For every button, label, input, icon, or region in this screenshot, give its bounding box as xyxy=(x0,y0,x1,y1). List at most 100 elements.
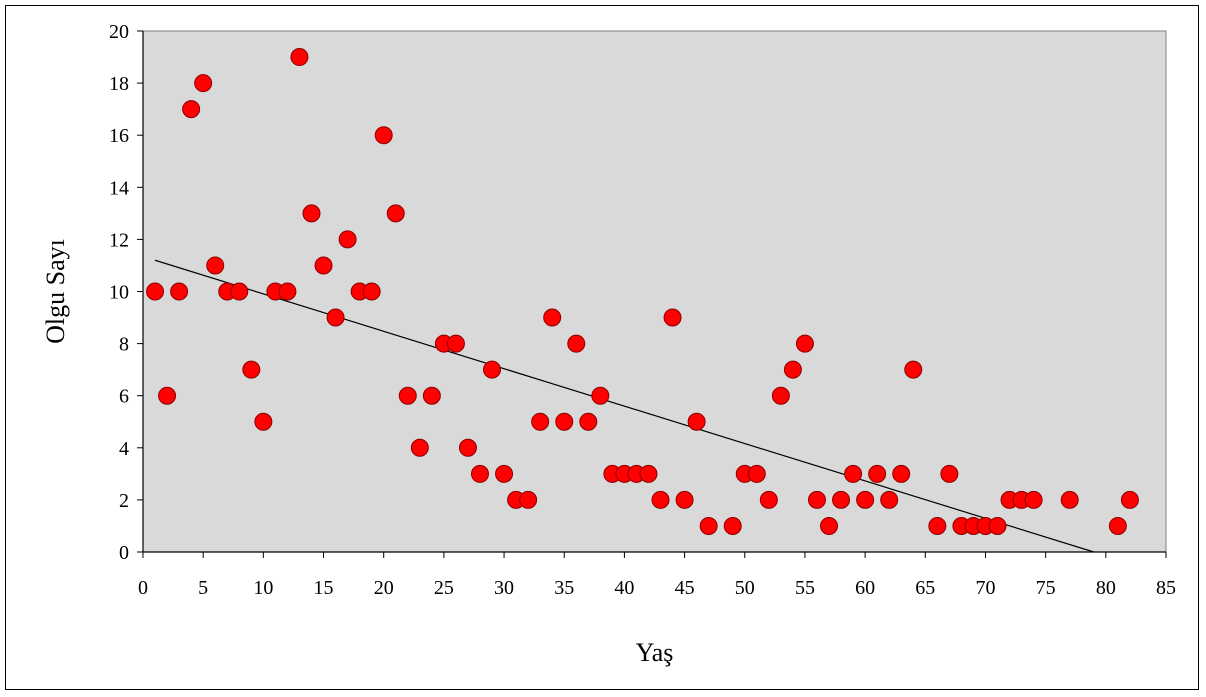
data-point xyxy=(928,516,947,535)
y-tick-label: 6 xyxy=(119,386,129,408)
data-point xyxy=(639,464,658,483)
x-tick-label: 20 xyxy=(374,577,394,599)
x-tick-label: 25 xyxy=(434,577,454,599)
data-point xyxy=(807,490,826,509)
data-point xyxy=(651,490,670,509)
data-point xyxy=(446,334,465,353)
x-tick-label: 85 xyxy=(1156,577,1176,599)
data-point xyxy=(519,490,538,509)
scatter-chart: 0 5 10 15 20 25 30 35 40 45 50 55 60 65 70 75 80 85 0 2 4 6 8 1… xyxy=(41,21,1176,667)
data-point xyxy=(194,74,213,93)
data-point xyxy=(904,360,923,379)
data-point xyxy=(158,386,177,405)
data-point xyxy=(771,386,790,405)
x-tick-label: 45 xyxy=(675,577,695,599)
data-point xyxy=(543,308,562,327)
data-point xyxy=(278,282,297,301)
x-tick-label: 50 xyxy=(735,577,755,599)
data-point xyxy=(567,334,586,353)
data-point xyxy=(458,438,477,457)
y-axis-title: Olgu Sayı xyxy=(41,239,70,344)
data-point xyxy=(302,204,321,223)
data-point xyxy=(832,490,851,509)
y-tick-label: 16 xyxy=(109,125,129,147)
data-point xyxy=(362,282,381,301)
y-tick-label: 2 xyxy=(119,490,129,512)
x-tick-label: 10 xyxy=(253,577,273,599)
chart-frame: 0 5 10 15 20 25 30 35 40 45 50 55 60 65 70 75 80 85 0 2 4 6 8 1… xyxy=(5,5,1199,690)
data-point xyxy=(880,490,899,509)
data-point xyxy=(663,308,682,327)
data-point xyxy=(170,282,189,301)
data-points xyxy=(146,48,1139,535)
data-point xyxy=(495,464,514,483)
data-point xyxy=(1120,490,1139,509)
x-tick-label: 35 xyxy=(554,577,574,599)
data-point xyxy=(290,48,309,67)
data-point xyxy=(386,204,405,223)
data-point xyxy=(868,464,887,483)
x-tick-label: 30 xyxy=(494,577,514,599)
plot-area xyxy=(142,30,1167,553)
axis-ticks xyxy=(137,30,1167,558)
x-tick-label: 65 xyxy=(915,577,935,599)
tick-labels: 0 5 10 15 20 25 30 35 40 45 50 55 60 65 70 75 80 85 0 2 4 6 8 1… xyxy=(109,21,1176,599)
y-tick-label: 0 xyxy=(119,542,129,564)
trendline xyxy=(154,259,1094,553)
data-point xyxy=(844,464,863,483)
data-point xyxy=(940,464,959,483)
data-point xyxy=(531,412,550,431)
data-point xyxy=(182,100,201,119)
data-point xyxy=(410,438,429,457)
y-tick-label: 4 xyxy=(119,438,129,460)
data-point xyxy=(422,386,441,405)
x-tick-label: 60 xyxy=(855,577,875,599)
data-point xyxy=(483,360,502,379)
data-point xyxy=(230,282,249,301)
x-tick-label: 40 xyxy=(614,577,634,599)
y-tick-label: 18 xyxy=(109,73,129,95)
x-tick-label: 80 xyxy=(1096,577,1116,599)
data-point xyxy=(579,412,598,431)
data-point xyxy=(1060,490,1079,509)
axes xyxy=(142,31,1166,553)
x-tick-label: 15 xyxy=(314,577,334,599)
x-tick-label: 5 xyxy=(198,577,208,599)
data-point xyxy=(206,256,225,275)
data-point xyxy=(591,386,610,405)
x-tick-label: 70 xyxy=(975,577,995,599)
data-point xyxy=(1108,516,1127,535)
data-point xyxy=(470,464,489,483)
data-point xyxy=(675,490,694,509)
data-point xyxy=(783,360,802,379)
data-point xyxy=(1024,490,1043,509)
y-tick-label: 20 xyxy=(109,21,129,43)
data-point xyxy=(759,490,778,509)
x-axis-title: Yaş xyxy=(636,638,674,667)
data-point xyxy=(398,386,417,405)
data-point xyxy=(795,334,814,353)
data-point xyxy=(555,412,574,431)
data-point xyxy=(374,126,393,145)
x-tick-label: 55 xyxy=(795,577,815,599)
data-point xyxy=(988,516,1007,535)
data-point xyxy=(254,412,273,431)
y-tick-label: 10 xyxy=(109,282,129,304)
x-tick-label: 75 xyxy=(1036,577,1056,599)
data-point xyxy=(856,490,875,509)
data-point xyxy=(747,464,766,483)
data-point xyxy=(146,282,165,301)
y-tick-label: 14 xyxy=(109,177,129,199)
y-tick-label: 8 xyxy=(119,334,129,356)
data-point xyxy=(820,516,839,535)
data-point xyxy=(242,360,261,379)
data-point xyxy=(687,412,706,431)
data-point xyxy=(892,464,911,483)
data-point xyxy=(326,308,345,327)
x-tick-label: 0 xyxy=(138,577,148,599)
data-point xyxy=(338,230,357,249)
y-tick-label: 12 xyxy=(109,229,129,251)
data-point xyxy=(723,516,742,535)
data-point xyxy=(699,516,718,535)
data-point xyxy=(314,256,333,275)
